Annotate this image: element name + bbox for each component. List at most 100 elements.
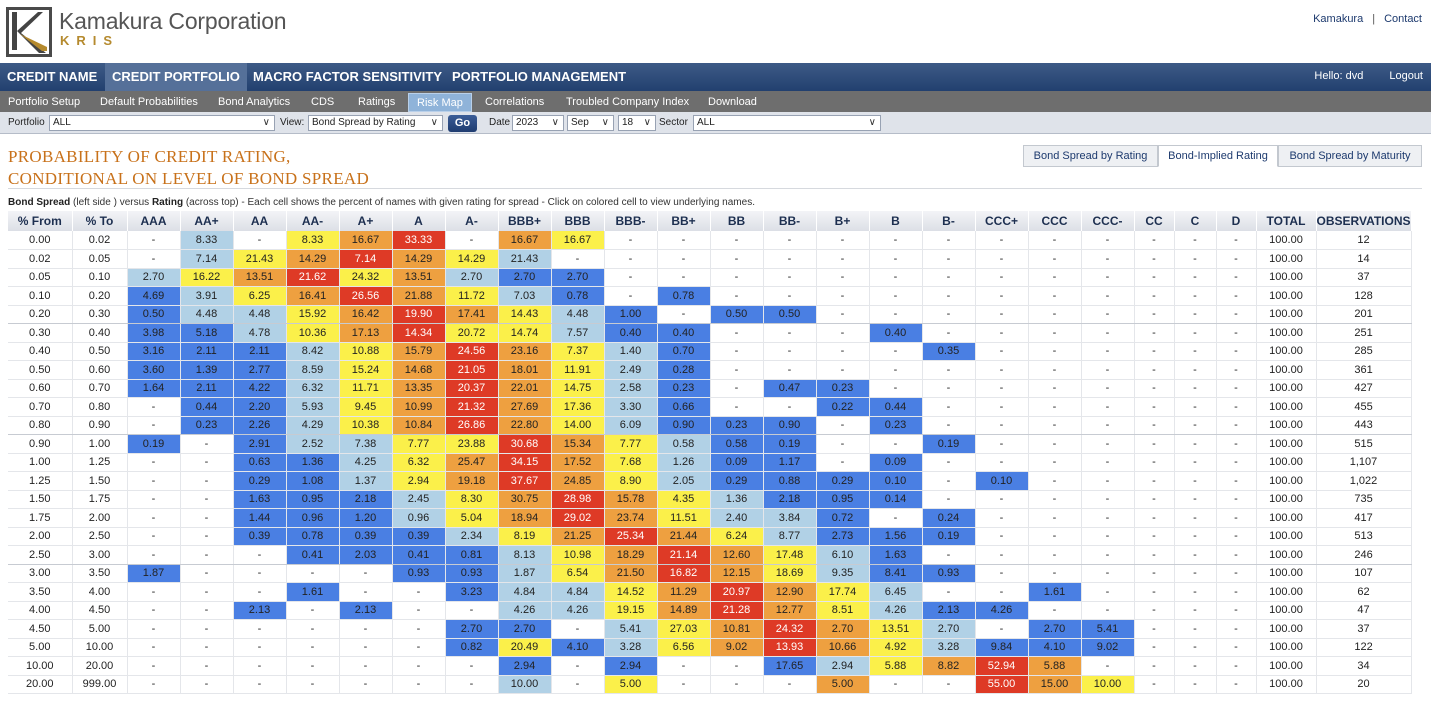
- heat-cell[interactable]: 55.00: [975, 675, 1029, 694]
- heat-cell[interactable]: 18.01: [498, 360, 552, 380]
- heat-cell[interactable]: 2.18: [763, 490, 817, 509]
- heat-cell[interactable]: 0.58: [657, 434, 711, 454]
- heat-cell[interactable]: 7.38: [339, 434, 393, 454]
- heat-cell[interactable]: 21.05: [445, 360, 499, 380]
- heat-cell[interactable]: 2.94: [604, 656, 658, 676]
- heat-cell[interactable]: 0.39: [339, 527, 393, 546]
- heat-cell[interactable]: 6.54: [551, 564, 605, 583]
- heat-cell[interactable]: 7.37: [551, 342, 605, 361]
- heat-cell[interactable]: 25.34: [604, 527, 658, 546]
- heat-cell[interactable]: 3.60: [127, 360, 181, 380]
- heat-cell[interactable]: 2.49: [604, 360, 658, 380]
- heat-cell[interactable]: 0.24: [922, 508, 976, 528]
- heat-cell[interactable]: 3.98: [127, 323, 181, 343]
- heat-cell[interactable]: 0.96: [392, 508, 446, 528]
- heat-cell[interactable]: 52.94: [975, 656, 1029, 676]
- heat-cell[interactable]: 11.91: [551, 360, 605, 380]
- heat-cell[interactable]: 2.11: [180, 379, 234, 398]
- heat-cell[interactable]: 4.92: [869, 638, 923, 657]
- heat-cell[interactable]: 27.69: [498, 397, 552, 417]
- heat-cell[interactable]: 0.40: [869, 323, 923, 343]
- heat-cell[interactable]: 3.28: [604, 638, 658, 657]
- heat-cell[interactable]: 5.00: [816, 675, 870, 694]
- heat-cell[interactable]: 21.43: [498, 249, 552, 269]
- heat-cell[interactable]: 0.41: [392, 545, 446, 565]
- heat-cell[interactable]: 15.24: [339, 360, 393, 380]
- heat-cell[interactable]: 5.04: [445, 508, 499, 528]
- heat-cell[interactable]: 2.70: [498, 619, 552, 639]
- heat-cell[interactable]: 14.89: [657, 601, 711, 620]
- heat-cell[interactable]: 8.42: [286, 342, 340, 361]
- heat-cell[interactable]: 8.51: [816, 601, 870, 620]
- heat-cell[interactable]: 7.77: [604, 434, 658, 454]
- heat-cell[interactable]: 13.51: [392, 268, 446, 287]
- heat-cell[interactable]: 4.84: [551, 582, 605, 602]
- heat-cell[interactable]: 4.26: [869, 601, 923, 620]
- heat-cell[interactable]: 14.29: [286, 249, 340, 269]
- heat-cell[interactable]: 4.26: [498, 601, 552, 620]
- heat-cell[interactable]: 0.28: [657, 360, 711, 380]
- heat-cell[interactable]: 4.26: [551, 601, 605, 620]
- heat-cell[interactable]: 16.67: [551, 231, 605, 250]
- heat-cell[interactable]: 0.90: [657, 416, 711, 435]
- heat-cell[interactable]: 20.72: [445, 323, 499, 343]
- heat-cell[interactable]: 1.20: [339, 508, 393, 528]
- heat-cell[interactable]: 26.56: [339, 286, 393, 306]
- heat-cell[interactable]: 26.86: [445, 416, 499, 435]
- heat-cell[interactable]: 17.36: [551, 397, 605, 417]
- heat-cell[interactable]: 37.67: [498, 471, 552, 491]
- heat-cell[interactable]: 20.49: [498, 638, 552, 657]
- heat-cell[interactable]: 2.26: [233, 416, 287, 435]
- heat-cell[interactable]: 1.44: [233, 508, 287, 528]
- heat-cell[interactable]: 12.77: [763, 601, 817, 620]
- heat-cell[interactable]: 29.02: [551, 508, 605, 528]
- heat-cell[interactable]: 22.01: [498, 379, 552, 398]
- heat-cell[interactable]: 14.68: [392, 360, 446, 380]
- heat-cell[interactable]: 6.32: [286, 379, 340, 398]
- heat-cell[interactable]: 9.02: [1081, 638, 1135, 657]
- heat-cell[interactable]: 16.67: [339, 231, 393, 250]
- heat-cell[interactable]: 14.43: [498, 305, 552, 324]
- heat-cell[interactable]: 23.88: [445, 434, 499, 454]
- heat-cell[interactable]: 8.19: [498, 527, 552, 546]
- heat-cell[interactable]: 1.63: [869, 545, 923, 565]
- heat-cell[interactable]: 8.59: [286, 360, 340, 380]
- kamakura-link[interactable]: Kamakura: [1313, 13, 1364, 25]
- heat-cell[interactable]: 15.34: [551, 434, 605, 454]
- heat-cell[interactable]: 14.00: [551, 416, 605, 435]
- heat-cell[interactable]: 6.25: [233, 286, 287, 306]
- heat-cell[interactable]: 4.84: [498, 582, 552, 602]
- heat-cell[interactable]: 11.72: [445, 286, 499, 306]
- heat-cell[interactable]: 15.79: [392, 342, 446, 361]
- heat-cell[interactable]: 33.33: [392, 231, 446, 250]
- subnav-default-probabilities[interactable]: Default Probabilities: [100, 96, 198, 108]
- subnav-portfolio-setup[interactable]: Portfolio Setup: [8, 96, 81, 108]
- heat-cell[interactable]: 0.95: [816, 490, 870, 509]
- heat-cell[interactable]: 3.28: [922, 638, 976, 657]
- heat-cell[interactable]: 0.50: [127, 305, 181, 324]
- heat-cell[interactable]: 0.50: [710, 305, 764, 324]
- heat-cell[interactable]: 0.78: [551, 286, 605, 306]
- heat-cell[interactable]: 16.42: [339, 305, 393, 324]
- heat-cell[interactable]: 16.67: [498, 231, 552, 250]
- heat-cell[interactable]: 6.24: [710, 527, 764, 546]
- heat-cell[interactable]: 17.48: [763, 545, 817, 565]
- heat-cell[interactable]: 20.97: [710, 582, 764, 602]
- heat-cell[interactable]: 1.40: [604, 342, 658, 361]
- heat-cell[interactable]: 1.87: [127, 564, 181, 583]
- heat-cell[interactable]: 2.05: [657, 471, 711, 491]
- heat-cell[interactable]: 10.00: [498, 675, 552, 694]
- sector-select[interactable]: ALL ∨: [693, 115, 881, 131]
- heat-cell[interactable]: 15.78: [604, 490, 658, 509]
- heat-cell[interactable]: 3.84: [763, 508, 817, 528]
- heat-cell[interactable]: 2.70: [922, 619, 976, 639]
- heat-cell[interactable]: 0.29: [710, 471, 764, 491]
- heat-cell[interactable]: 1.17: [763, 453, 817, 472]
- heat-cell[interactable]: 0.23: [816, 379, 870, 398]
- heat-cell[interactable]: 1.61: [286, 582, 340, 602]
- heat-cell[interactable]: 16.82: [657, 564, 711, 583]
- heat-cell[interactable]: 0.23: [657, 379, 711, 398]
- heat-cell[interactable]: 13.35: [392, 379, 446, 398]
- heat-cell[interactable]: 9.45: [339, 397, 393, 417]
- heat-cell[interactable]: 11.51: [657, 508, 711, 528]
